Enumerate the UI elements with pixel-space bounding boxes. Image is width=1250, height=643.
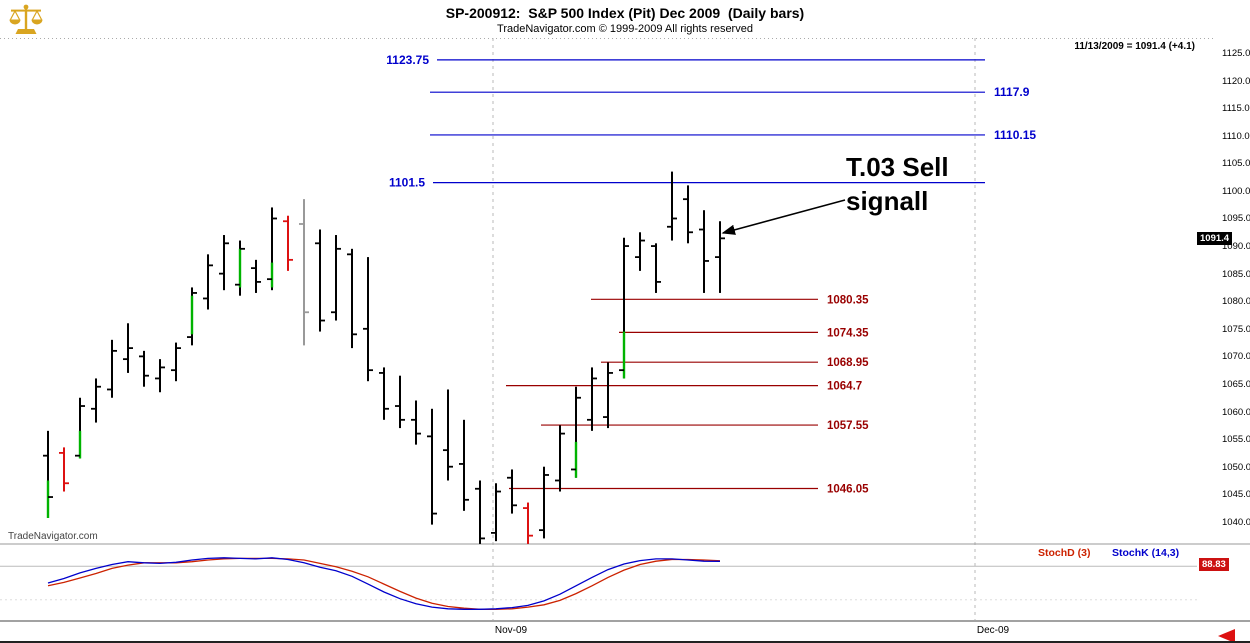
- price-level-label: 1046.05: [827, 483, 869, 495]
- ohlc-bar: [347, 248, 357, 349]
- sell-signal-annotation[interactable]: T.03 Sell signall: [846, 150, 949, 218]
- app-logo-icon: [9, 4, 43, 34]
- ohlc-bar: [219, 235, 229, 291]
- ohlc-bar: [715, 221, 725, 293]
- price-level-label: 1057.55: [827, 420, 869, 432]
- ohlc-bar: [379, 367, 389, 420]
- ohlc-bar: [491, 483, 501, 542]
- ohlc-bar: [267, 207, 277, 291]
- ohlc-bar: [75, 397, 85, 459]
- annotation-line1: T.03 Sell: [846, 152, 949, 182]
- ohlc-bar: [283, 215, 293, 271]
- ohlc-bar: [299, 199, 309, 346]
- ohlc-bar: [475, 480, 485, 544]
- ohlc-bar: [651, 243, 661, 293]
- price-level-label: 1110.15: [994, 128, 1036, 142]
- ohlc-bar: [123, 323, 133, 373]
- watermark: TradeNavigator.com: [8, 531, 98, 542]
- ohlc-bar: [395, 375, 405, 429]
- ohlc-bar: [187, 287, 197, 346]
- price-level-label: 1117.9: [994, 85, 1030, 99]
- price-level-label: 1068.95: [827, 357, 869, 369]
- price-level-label: 1080.35: [827, 294, 869, 306]
- last-quote-readout: 11/13/2009 = 1091.4 (+4.1): [1074, 41, 1195, 52]
- stoch-line: [47, 557, 721, 610]
- gridlines: [0, 38, 1250, 622]
- ohlc-bar: [43, 430, 53, 518]
- scroll-left-arrow[interactable]: [1218, 629, 1235, 643]
- current-price-badge: 1091.4: [1197, 232, 1233, 245]
- price-level-label: 1074.35: [827, 327, 869, 339]
- stoch-d-label[interactable]: StochD (3): [1038, 547, 1091, 559]
- ohlc-bar: [555, 425, 565, 492]
- annotation-arrow-line: [721, 199, 846, 235]
- ohlc-bar: [507, 469, 517, 514]
- daily-bars: [43, 171, 725, 544]
- price-level-label: 1064.7: [827, 381, 862, 393]
- ohlc-bar: [107, 339, 117, 398]
- window-bottom-edge: [0, 641, 1250, 643]
- annotation-arrow: [721, 199, 846, 235]
- stochastic-lines: [47, 557, 721, 610]
- ohlc-bar: [571, 386, 581, 478]
- ohlc-bar: [523, 502, 533, 544]
- chart-title: SP-200912: S&P 500 Index (Pit) Dec 2009 …: [445, 5, 805, 21]
- ohlc-bar: [171, 342, 181, 382]
- ohlc-bar: [619, 237, 629, 379]
- ohlc-bar: [91, 378, 101, 423]
- ohlc-bar: [699, 210, 709, 293]
- ohlc-bar: [331, 235, 341, 321]
- ohlc-bar: [235, 240, 245, 296]
- ohlc-bar: [539, 466, 549, 539]
- ohlc-bar: [155, 359, 165, 393]
- price-level-label: 1123.75: [386, 53, 429, 67]
- ohlc-bar: [443, 389, 453, 481]
- ohlc-bar: [59, 447, 69, 492]
- stoch-k-label[interactable]: StochK (14,3): [1112, 547, 1180, 559]
- ohlc-bar: [411, 400, 421, 445]
- ohlc-bar: [667, 171, 677, 241]
- ohlc-bar: [459, 419, 469, 511]
- price-level-label: 1101.5: [389, 176, 425, 190]
- ohlc-bar: [203, 254, 213, 310]
- annotation-line2: signall: [846, 186, 929, 216]
- ohlc-bar: [363, 257, 373, 382]
- copyright-subtitle: TradeNavigator.com © 1999-2009 All right…: [497, 23, 753, 35]
- price-level-lines: 1123.75 1117.9 1110.15 1101.5 1080.35 1074.35…: [386, 53, 1036, 496]
- ohlc-bar: [683, 185, 693, 244]
- stoch-value-badge: 88.83: [1199, 558, 1229, 571]
- ohlc-bar: [315, 229, 325, 332]
- ohlc-bar: [139, 350, 149, 387]
- ohlc-bar: [603, 362, 613, 429]
- ohlc-bar: [427, 408, 437, 525]
- ohlc-bar: [587, 367, 597, 431]
- ohlc-bar: [635, 232, 645, 271]
- ohlc-bar: [251, 259, 261, 293]
